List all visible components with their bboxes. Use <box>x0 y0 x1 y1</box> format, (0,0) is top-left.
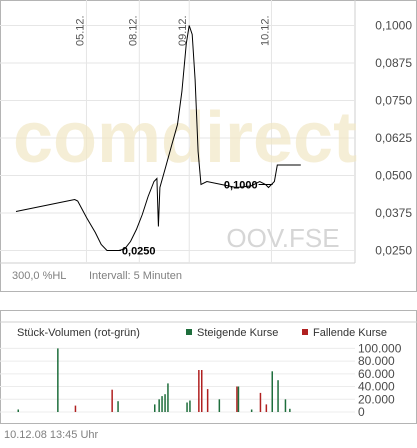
exchange-watermark: OOV.FSE <box>226 223 339 253</box>
volume-bar <box>201 370 203 412</box>
volume-bar <box>57 348 59 412</box>
volume-bar <box>167 383 169 412</box>
volume-bar <box>17 409 19 412</box>
scale-label: 300,0 %HL <box>12 270 66 282</box>
volume-y-tick-label: 80.000 <box>358 354 395 368</box>
price-y-tick-label: 0,0250 <box>375 244 412 258</box>
volume-bar <box>158 399 160 412</box>
price-grid <box>0 0 355 263</box>
volume-title: Stück-Volumen (rot-grün) <box>17 327 140 339</box>
price-x-tick-label: 09.12. <box>177 15 189 46</box>
price-y-tick-label: 0,0625 <box>375 131 412 145</box>
volume-bar <box>289 408 291 412</box>
volume-bar <box>277 380 279 412</box>
volume-bar <box>117 401 119 412</box>
volume-y-tick-label: 0 <box>358 405 365 419</box>
price-extreme-markers: 0,1000 0,0250 <box>108 180 273 258</box>
volume-bar <box>259 392 262 412</box>
price-y-tick-label: 0,0750 <box>375 94 412 108</box>
volume-bar <box>284 399 287 412</box>
volume-bar <box>237 386 240 412</box>
volume-y-tick-label: 60.000 <box>358 367 395 381</box>
price-y-ticks: 0,1000 0,0875 0,0750 0,0625 0,0500 0,0375 0,02… <box>375 19 412 258</box>
legend-swatch-falling <box>302 329 308 335</box>
volume-bar <box>186 402 188 412</box>
price-x-tick-label: 05.12. <box>74 15 86 46</box>
volume-grid <box>0 347 355 413</box>
volume-bar <box>218 399 221 412</box>
volume-y-tick-label: 40.000 <box>358 380 395 394</box>
volume-bar <box>236 386 238 412</box>
volume-bar <box>154 404 156 412</box>
interval-label: Intervall: 5 Minuten <box>89 270 182 282</box>
min-value-label: 0,0250 <box>122 246 156 258</box>
volume-bar <box>189 400 191 412</box>
volume-bar <box>111 389 113 412</box>
price-y-tick-label: 0,0875 <box>375 56 412 70</box>
legend-swatch-rising <box>186 329 192 335</box>
volume-bar <box>206 389 209 412</box>
volume-bar <box>250 409 253 412</box>
volume-legend: Steigende Kurse Fallende Kurse <box>186 327 387 339</box>
price-x-ticks: 05.12. 08.12. 09.12. 10.12. <box>74 15 271 46</box>
volume-bars <box>17 348 291 412</box>
price-x-tick-label: 10.12. <box>259 15 271 46</box>
price-y-tick-label: 0,0500 <box>375 169 412 183</box>
volume-bar <box>265 404 268 412</box>
price-series-line <box>15 25 301 251</box>
price-x-tick-label: 08.12. <box>127 15 139 46</box>
legend-label-rising: Steigende Kurse <box>197 327 278 339</box>
volume-bar <box>161 396 163 412</box>
volume-bar <box>198 370 200 412</box>
volume-bar <box>164 394 166 412</box>
max-value-label: 0,1000 <box>224 180 258 192</box>
timestamp-label: 10.12.08 13:45 Uhr <box>4 429 99 441</box>
volume-y-tick-label: 20.000 <box>358 392 395 406</box>
price-y-tick-label: 0,0375 <box>375 206 412 220</box>
price-y-tick-label: 0,1000 <box>375 19 412 33</box>
volume-panel-frame <box>0 310 417 424</box>
volume-bar <box>271 371 273 412</box>
volume-y-tick-label: 100.000 <box>358 341 402 355</box>
volume-bar <box>74 405 77 412</box>
watermark-text: comdirect <box>13 98 357 178</box>
price-panel-frame <box>0 0 417 292</box>
legend-label-falling: Fallende Kurse <box>313 327 387 339</box>
